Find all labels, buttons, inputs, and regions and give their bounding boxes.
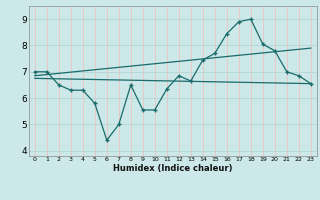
X-axis label: Humidex (Indice chaleur): Humidex (Indice chaleur) bbox=[113, 164, 233, 173]
